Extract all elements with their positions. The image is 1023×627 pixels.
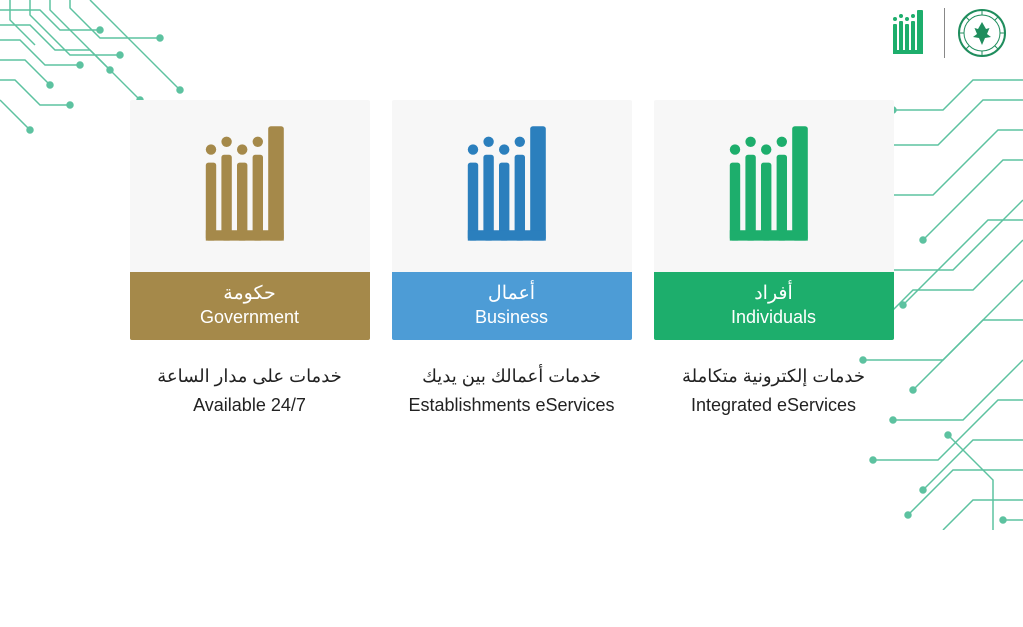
absher-individuals-icon: [719, 121, 829, 251]
card-label-en: Business: [392, 306, 632, 329]
desc-ar: خدمات على مدار الساعة: [157, 362, 342, 391]
card-business[interactable]: أعمال Business: [392, 100, 632, 340]
desc-en: Available 24/7: [157, 391, 342, 420]
absher-government-icon: [195, 121, 305, 251]
card-desc-business: خدمات أعمالك بين يديك Establishments eSe…: [408, 362, 614, 420]
header: [888, 8, 1007, 58]
service-cards-row: أفراد Individuals خدمات إلكترونية متكامل…: [130, 100, 894, 420]
card-label-business: أعمال Business: [392, 272, 632, 340]
desc-ar: خدمات إلكترونية متكاملة: [682, 362, 865, 391]
card-wrapper-business: أعمال Business خدمات أعمالك بين يديك Est…: [392, 100, 632, 420]
desc-en: Integrated eServices: [682, 391, 865, 420]
card-label-individuals: أفراد Individuals: [654, 272, 894, 340]
card-label-ar: أعمال: [392, 282, 632, 306]
card-label-en: Individuals: [654, 306, 894, 329]
absher-logo-icon: [888, 8, 932, 58]
desc-en: Establishments eServices: [408, 391, 614, 420]
absher-business-icon: [457, 121, 567, 251]
card-government[interactable]: حكومة Government: [130, 100, 370, 340]
card-label-government: حكومة Government: [130, 272, 370, 340]
card-icon-area: [130, 100, 370, 272]
header-divider: [944, 8, 945, 58]
card-icon-area: [392, 100, 632, 272]
card-label-ar: أفراد: [654, 282, 894, 306]
card-label-en: Government: [130, 306, 370, 329]
card-wrapper-individuals: أفراد Individuals خدمات إلكترونية متكامل…: [654, 100, 894, 420]
desc-ar: خدمات أعمالك بين يديك: [408, 362, 614, 391]
moi-emblem-icon: [957, 8, 1007, 58]
card-label-ar: حكومة: [130, 282, 370, 306]
card-individuals[interactable]: أفراد Individuals: [654, 100, 894, 340]
card-wrapper-government: حكومة Government خدمات على مدار الساعة A…: [130, 100, 370, 420]
card-desc-individuals: خدمات إلكترونية متكاملة Integrated eServ…: [682, 362, 865, 420]
card-icon-area: [654, 100, 894, 272]
card-desc-government: خدمات على مدار الساعة Available 24/7: [157, 362, 342, 420]
